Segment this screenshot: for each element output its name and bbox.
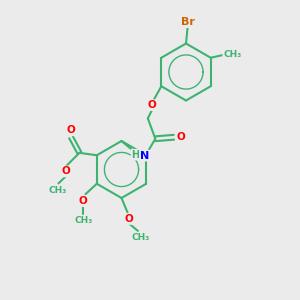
Text: O: O — [148, 100, 157, 110]
Text: H: H — [131, 150, 140, 160]
Text: O: O — [67, 125, 75, 135]
Text: CH₃: CH₃ — [223, 50, 242, 59]
Text: Br: Br — [182, 17, 195, 27]
Text: N: N — [140, 151, 149, 160]
Text: O: O — [79, 196, 88, 206]
Text: O: O — [176, 132, 185, 142]
Text: O: O — [62, 167, 70, 176]
Text: CH₃: CH₃ — [48, 185, 66, 195]
Text: CH₃: CH₃ — [74, 216, 92, 225]
Text: CH₃: CH₃ — [132, 232, 150, 242]
Text: O: O — [124, 214, 134, 224]
